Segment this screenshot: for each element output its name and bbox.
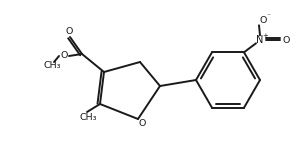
Text: N: N xyxy=(256,35,264,45)
Text: O: O xyxy=(60,52,68,60)
Text: O: O xyxy=(138,120,146,128)
Text: CH₃: CH₃ xyxy=(44,62,62,70)
Text: O: O xyxy=(65,27,73,35)
Text: O: O xyxy=(282,36,290,45)
Text: ⁻: ⁻ xyxy=(266,12,270,21)
Text: CH₃: CH₃ xyxy=(79,112,96,122)
Text: O: O xyxy=(259,16,267,25)
Text: +: + xyxy=(262,33,268,39)
